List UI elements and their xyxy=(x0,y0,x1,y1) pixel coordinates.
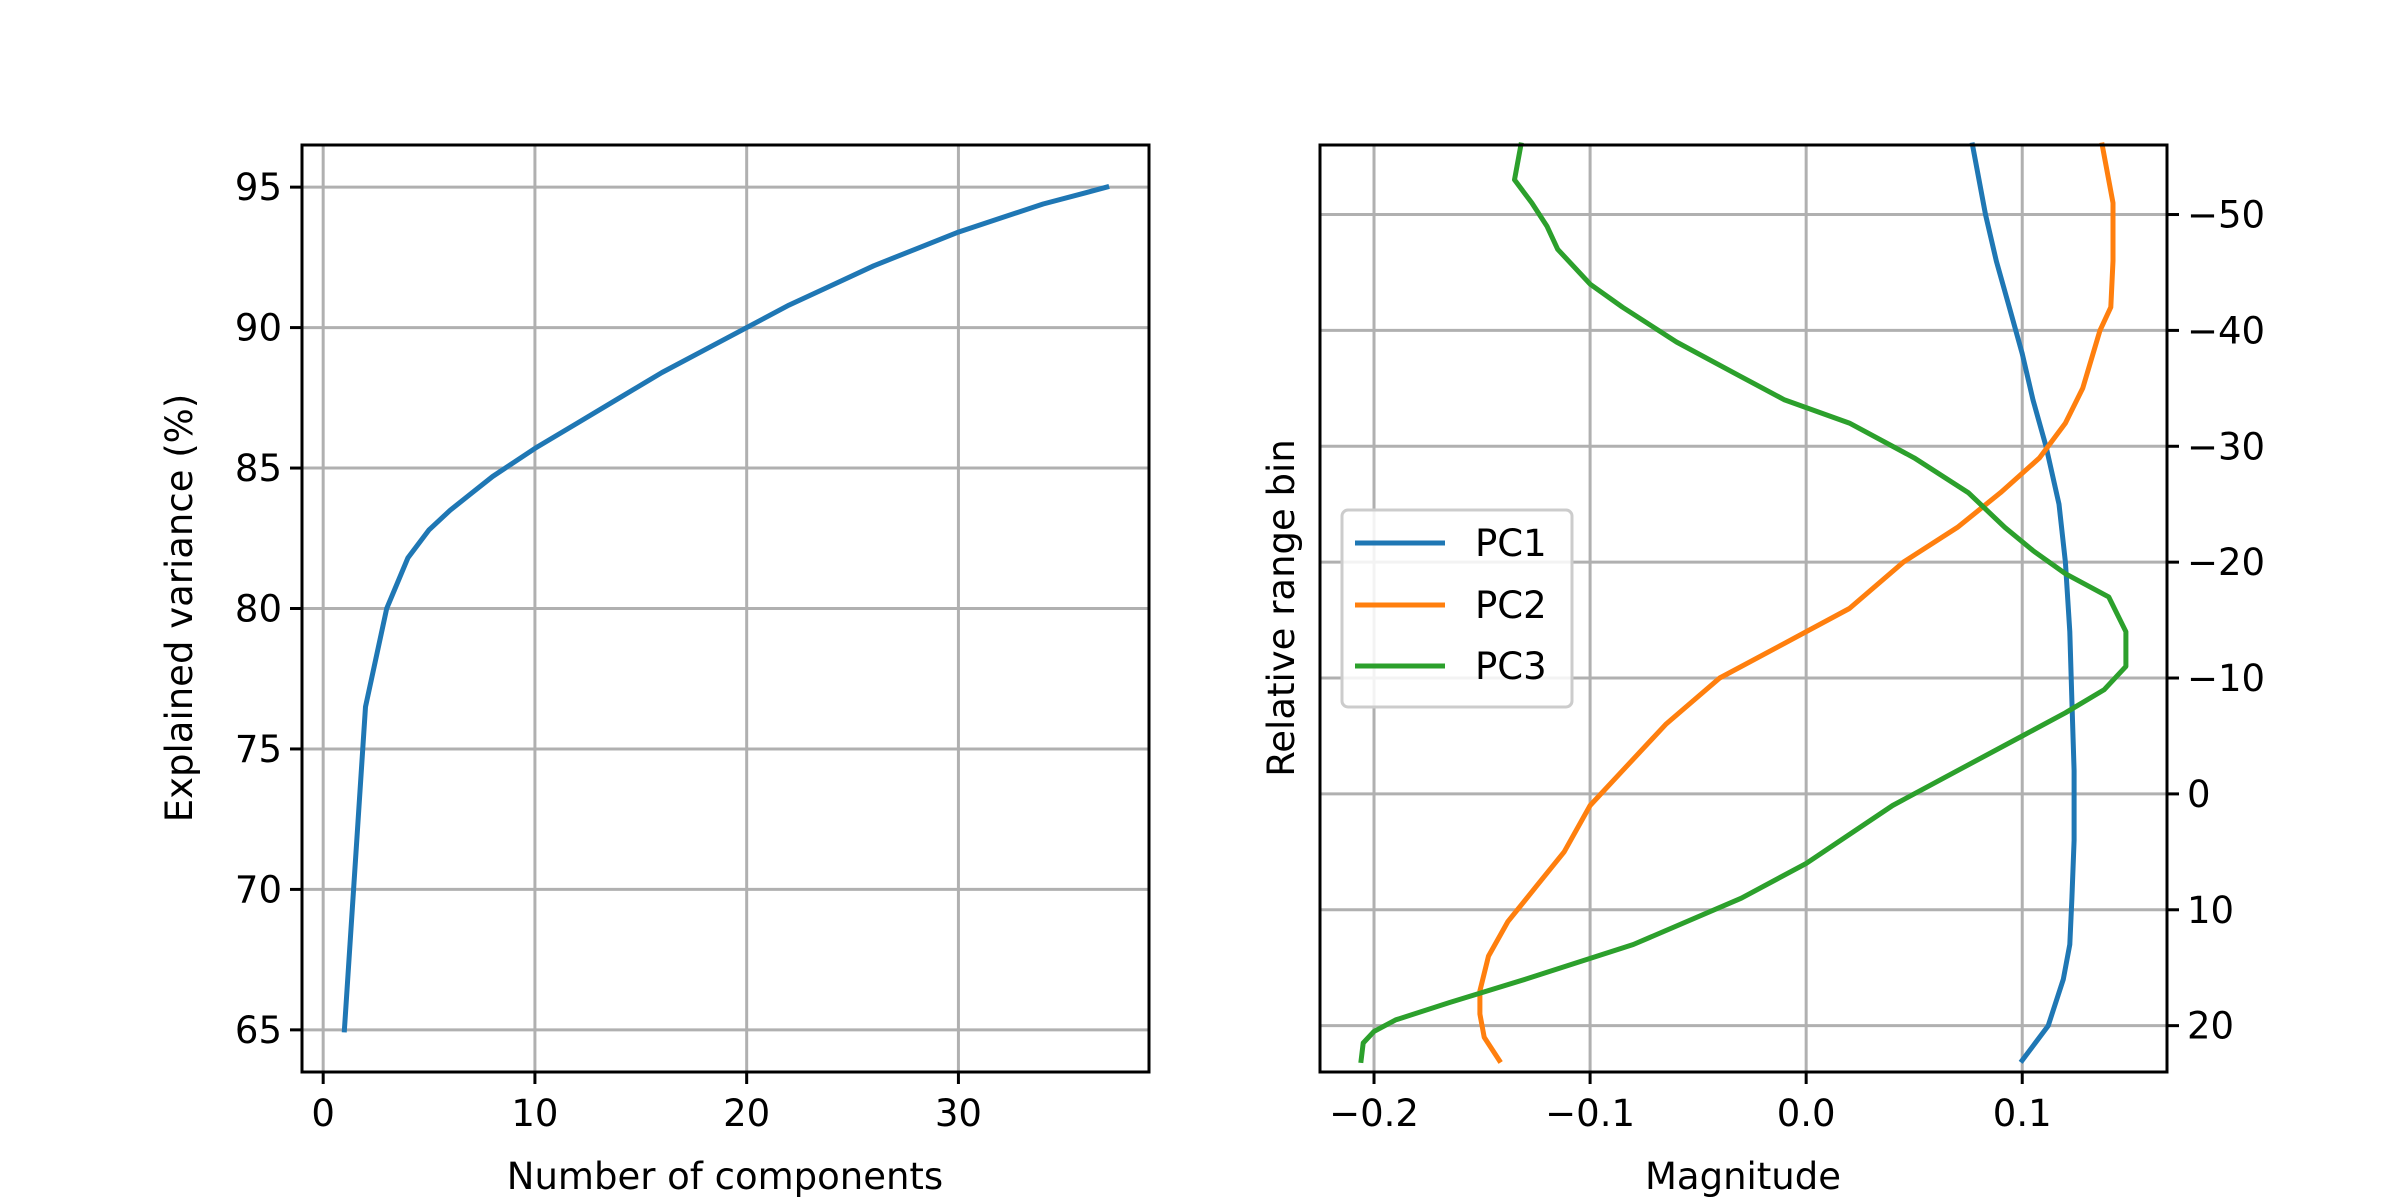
series-line-pc1 xyxy=(1969,142,2077,1064)
components-y-tick-label: −50 xyxy=(2187,194,2265,237)
variance-y-axis-label: Explained variance (%) xyxy=(158,394,201,823)
variance-y-tick-label: 80 xyxy=(235,588,282,631)
components-axes-frame xyxy=(1318,143,2169,1074)
components-y-tick-label: −10 xyxy=(2187,657,2265,700)
components-x-tick-label: 0.1 xyxy=(1993,1092,2052,1135)
legend-box xyxy=(1340,508,1574,709)
components-y-tick-label: −40 xyxy=(2187,309,2265,352)
variance-series xyxy=(341,184,1110,1033)
series-line-pc3 xyxy=(1358,142,2129,1064)
legend-label-pc2: PC2 xyxy=(1475,584,1547,627)
variance-x-tick-label: 0 xyxy=(311,1092,335,1135)
variance-y-tick-label: 75 xyxy=(235,728,282,771)
components-y-tick-label: 0 xyxy=(2187,773,2211,816)
legend-label-pc3: PC3 xyxy=(1475,645,1547,688)
variance-x-axis-label: Number of components xyxy=(507,1155,943,1198)
variance-panel: 0 10 20 30 65 70 75 80 85 90 95 Number of componen… xyxy=(158,143,1151,1198)
components-x-tick-label: −0.1 xyxy=(1545,1092,1635,1135)
components-ticks: −0.2 −0.1 0.0 0.1 −50 −40 −30 −20 −10 0 10 20 xyxy=(1329,194,2265,1135)
variance-y-tick-label: 95 xyxy=(235,166,282,209)
variance-curve-line xyxy=(341,184,1110,1033)
components-y-tick-label: −30 xyxy=(2187,425,2265,468)
components-x-axis-label: Magnitude xyxy=(1645,1155,1841,1198)
components-series xyxy=(1358,142,2129,1064)
variance-x-tick-label: 20 xyxy=(723,1092,770,1135)
components-y-axis-label: Relative range bin xyxy=(1260,439,1303,777)
variance-x-tick-label: 10 xyxy=(511,1092,558,1135)
components-legend: PC1 PC2 PC3 xyxy=(1340,508,1574,709)
series-line-pc2 xyxy=(1477,142,2116,1064)
variance-x-tick-label: 30 xyxy=(935,1092,982,1135)
components-panel: −0.2 −0.1 0.0 0.1 −50 −40 −30 −20 −10 0 10 20 Magni… xyxy=(1260,142,2265,1198)
variance-y-tick-label: 85 xyxy=(235,447,282,490)
variance-grid xyxy=(302,145,1149,1072)
legend-label-pc1: PC1 xyxy=(1475,522,1547,565)
variance-y-tick-label: 90 xyxy=(235,307,282,350)
components-x-tick-label: −0.2 xyxy=(1329,1092,1419,1135)
variance-ticks: 0 10 20 30 65 70 75 80 85 90 95 xyxy=(235,166,982,1135)
components-y-tick-label: 20 xyxy=(2187,1005,2234,1048)
components-y-tick-label: 10 xyxy=(2187,889,2234,932)
variance-y-tick-label: 70 xyxy=(235,868,282,911)
components-y-tick-label: −20 xyxy=(2187,541,2265,584)
variance-y-tick-label: 65 xyxy=(235,1009,282,1052)
components-x-tick-label: 0.0 xyxy=(1777,1092,1836,1135)
